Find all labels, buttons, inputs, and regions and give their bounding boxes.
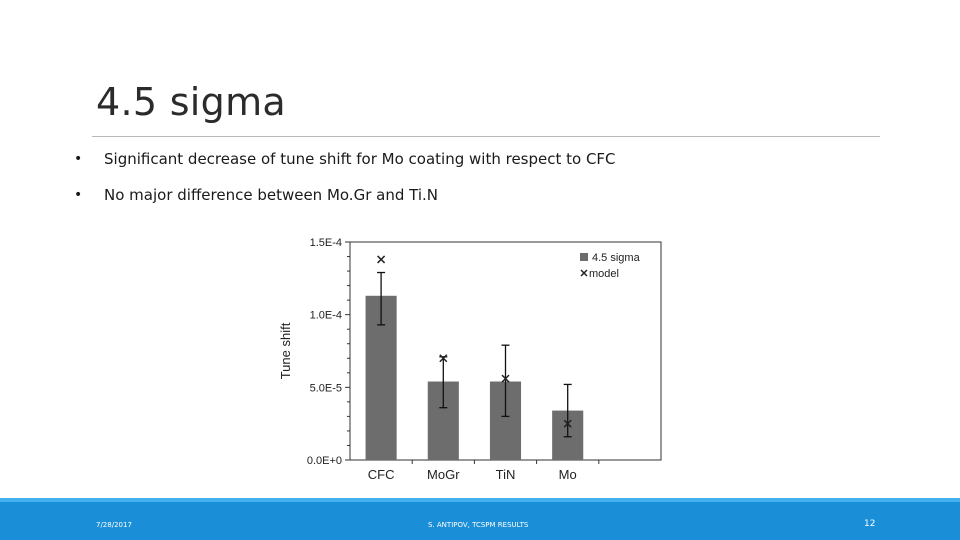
model-point-stroke [377,255,386,264]
x-tick-label: CFC [368,467,395,482]
model-point [501,374,510,383]
model-point-stroke [501,374,510,383]
bullet-item: • No major difference between Mo.Gr and … [74,184,894,220]
bullet-text: No major difference between Mo.Gr and Ti… [104,186,438,204]
x-tick-label: MoGr [427,467,460,482]
bullet-marker: • [74,187,83,203]
model-point [563,419,572,428]
bullet-text: Significant decrease of tune shift for M… [104,150,616,168]
footer-bar [0,498,960,540]
bullet-list: • Significant decrease of tune shift for… [74,148,894,220]
footer-date: 7/28/2017 [96,521,132,529]
y-tick-label: 5.0E-5 [310,382,342,394]
legend-label-bars: 4.5 sigma [592,252,641,264]
model-point-stroke [439,354,448,363]
y-axis-label: Tune shift [278,322,293,379]
tune-shift-chart: 0.0E+0 5.0E-5 1.0E-4 1.5E-4 Tune shift CFC MoG… [270,230,670,492]
slide-title: 4.5 sigma [96,80,286,124]
legend-marker-model [580,269,588,277]
footer-accent [0,498,960,502]
y-tick-label: 0.0E+0 [307,455,342,467]
title-divider [92,136,880,137]
page-number: 12 [864,519,876,529]
y-tick-label: 1.5E-4 [310,237,342,249]
bullet-marker: • [74,151,83,167]
x-tick-label: TiN [496,467,516,482]
model-point [439,354,448,363]
legend-label-model: model [589,268,619,280]
y-tick-label: 1.0E-4 [310,310,342,322]
footer-author: S. ANTIPOV, TCSPM RESULTS [428,521,529,529]
bullet-item: • Significant decrease of tune shift for… [74,148,894,184]
x-tick-label: Mo [559,467,577,482]
model-point-stroke [563,419,572,428]
chart-svg: 0.0E+0 5.0E-5 1.0E-4 1.5E-4 Tune shift CFC MoG… [278,237,662,482]
legend-swatch-bars [580,253,588,261]
model-point [377,255,386,264]
